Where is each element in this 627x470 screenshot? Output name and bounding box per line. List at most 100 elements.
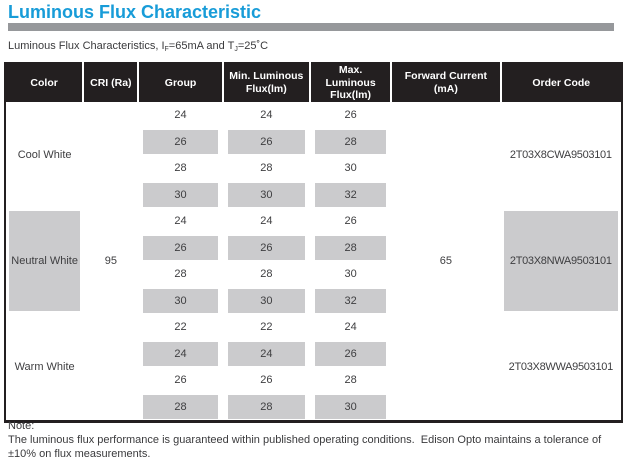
subtitle-part2: =65mA and T <box>168 40 235 52</box>
group-cell: 22 <box>138 314 222 341</box>
group-value: 30 <box>143 182 218 207</box>
min-flux-cell: 28 <box>223 394 310 422</box>
max-flux-cell: 28 <box>310 234 391 261</box>
max-flux-cell: 28 <box>310 128 391 155</box>
group-cell: 26 <box>138 367 222 394</box>
min-flux-cell: 24 <box>223 208 310 235</box>
max-flux-cell: 32 <box>310 287 391 314</box>
table-row: 26 26 28 <box>5 367 622 394</box>
table-row: 26 26 28 <box>5 234 622 261</box>
luminous-flux-table: Color CRI (Ra) Group Min. Luminous Flux(… <box>4 62 623 423</box>
color-label: Cool White <box>17 148 72 161</box>
group-value: 24 <box>174 109 187 122</box>
group-value: 26 <box>143 235 218 260</box>
color-cell-neutral-white: Neutral White <box>5 208 83 314</box>
min-flux-value: 22 <box>260 321 273 334</box>
max-flux-cell: 26 <box>310 208 391 235</box>
table-row: 24 24 26 <box>5 340 622 367</box>
forward-current-cell: 65 <box>439 254 453 267</box>
max-flux-value: 28 <box>344 374 357 387</box>
max-flux-value: 26 <box>344 109 357 122</box>
order-code-cell-cool-white: 2T03X8CWA9503101 <box>501 102 622 208</box>
header-group: Group <box>137 63 223 102</box>
note-text: The luminous flux performance is guarant… <box>8 434 605 460</box>
title-divider-bar <box>8 23 614 31</box>
table-row: 30 30 32 <box>5 181 622 208</box>
max-flux-value: 24 <box>344 321 357 334</box>
header-cri: CRI (Ra) <box>82 63 139 102</box>
min-flux-value: 26 <box>227 235 305 260</box>
min-flux-cell: 30 <box>223 181 310 208</box>
group-value: 26 <box>174 374 187 387</box>
group-value: 30 <box>143 288 218 313</box>
group-cell: 28 <box>138 394 222 422</box>
group-cell: 28 <box>138 155 222 182</box>
max-flux-value: 26 <box>314 341 387 366</box>
order-code-cell-warm-white: 2T03X8WWA9503101 <box>501 314 622 422</box>
max-flux-value: 26 <box>344 215 357 228</box>
max-flux-value: 30 <box>344 162 357 175</box>
min-flux-cell: 30 <box>223 287 310 314</box>
order-code-cell-neutral-white: 2T03X8NWA9503101 <box>501 208 622 314</box>
subtitle-part1: Luminous Flux Characteristics, I <box>8 40 165 52</box>
min-flux-value: 24 <box>260 109 273 122</box>
table-header-row: Color CRI (Ra) Group Min. Luminous Flux(… <box>5 63 622 102</box>
color-label: Neutral White <box>9 210 81 311</box>
table-row: 28 28 30 <box>5 261 622 288</box>
max-flux-value: 32 <box>314 182 387 207</box>
min-flux-cell: 26 <box>223 128 310 155</box>
table-row: Cool White 95 24 24 26 65 2T03X8CWA95031… <box>5 102 622 267</box>
group-cell: 24 <box>138 340 222 367</box>
max-flux-cell: 30 <box>310 394 391 422</box>
table-row: 28 28 30 <box>5 155 622 182</box>
group-cell: 26 <box>138 234 222 261</box>
max-flux-cell: 30 <box>310 261 391 288</box>
max-flux-cell: 28 <box>310 367 391 394</box>
table-row: Warm White 22 22 24 2T03X8WWA9503101 <box>5 314 622 373</box>
max-flux-value: 28 <box>314 235 387 260</box>
group-value: 24 <box>174 215 187 228</box>
header-min-flux: Min. Luminous Flux(lm) <box>221 63 310 102</box>
group-value: 24 <box>143 341 218 366</box>
table-row: 26 26 28 <box>5 128 622 155</box>
min-flux-value: 24 <box>260 215 273 228</box>
order-code: 2T03X8NWA9503101 <box>503 210 618 311</box>
max-flux-cell: 26 <box>310 102 391 129</box>
min-flux-value: 30 <box>227 288 305 313</box>
max-flux-value: 30 <box>344 268 357 281</box>
group-value: 28 <box>143 394 218 419</box>
page-title: Luminous Flux Characteristic <box>8 2 262 22</box>
cri-value-cell: 95 <box>104 254 117 267</box>
header-order-code: Order Code <box>499 63 622 102</box>
subtitle-sub-f: F <box>164 46 169 53</box>
group-cell: 24 <box>138 208 222 235</box>
group-value: 26 <box>143 129 218 154</box>
group-cell: 30 <box>138 287 222 314</box>
max-flux-value: 32 <box>314 288 387 313</box>
min-flux-cell: 24 <box>223 102 310 129</box>
footnote: Note: The luminous flux performance is g… <box>8 419 620 461</box>
subtitle-part3: =25˚C <box>237 40 269 52</box>
min-flux-value: 26 <box>227 129 305 154</box>
min-flux-cell: 22 <box>223 314 310 341</box>
table-row: 30 30 32 <box>5 287 622 314</box>
color-cell-cool-white: Cool White <box>5 102 83 208</box>
order-code: 2T03X8WWA9503101 <box>508 360 614 373</box>
min-flux-cell: 24 <box>223 340 310 367</box>
table-row: 28 28 30 <box>5 394 622 422</box>
max-flux-cell: 24 <box>310 314 391 341</box>
subtitle-sub-j: J <box>234 46 238 53</box>
color-label: Warm White <box>14 360 75 373</box>
order-code: 2T03X8CWA9503101 <box>509 148 612 161</box>
group-value: 28 <box>174 268 187 281</box>
note-label: Note: <box>8 420 35 432</box>
group-cell: 24 <box>138 102 222 129</box>
min-flux-value: 26 <box>260 374 273 387</box>
min-flux-cell: 26 <box>223 234 310 261</box>
color-cell-warm-white: Warm White <box>5 314 83 422</box>
group-value: 22 <box>174 321 187 334</box>
min-flux-value: 28 <box>260 268 273 281</box>
header-color: Color <box>5 63 84 102</box>
min-flux-cell: 28 <box>223 155 310 182</box>
